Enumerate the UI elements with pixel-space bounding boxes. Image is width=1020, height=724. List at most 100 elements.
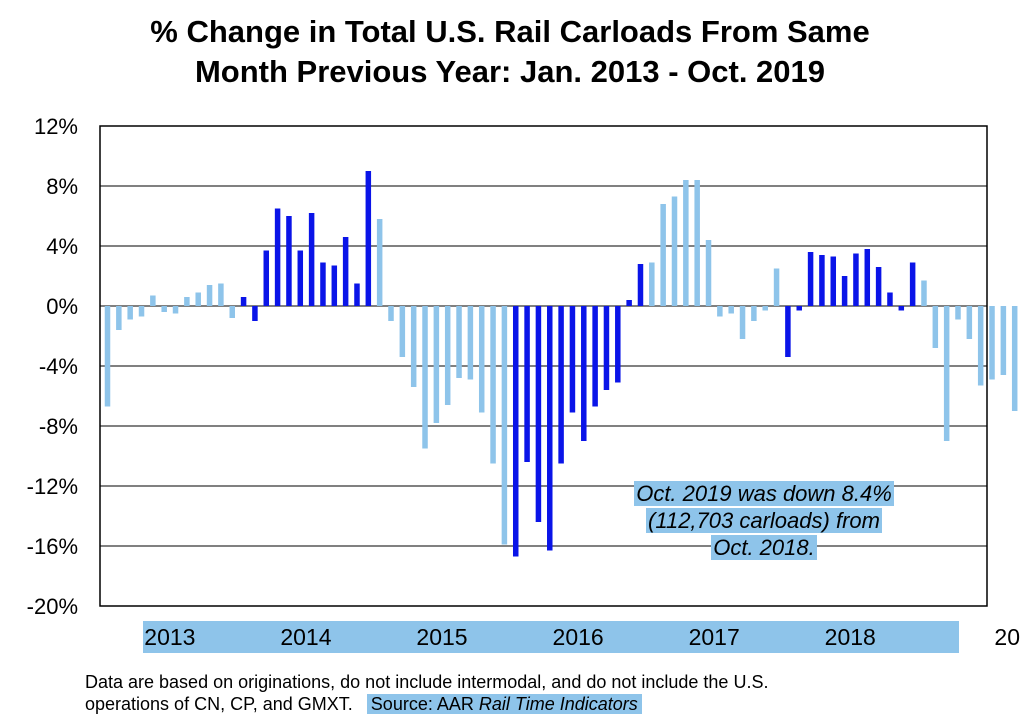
bar (354, 283, 360, 306)
bar (909, 262, 916, 306)
bar (490, 306, 496, 464)
bar (263, 250, 270, 306)
y-tick-label: -20% (27, 594, 78, 619)
year-axis-strip: 2013 2014 2015 2016 2017 2018 2019 (143, 621, 1020, 653)
y-tick-label: 0% (46, 294, 78, 319)
bar (875, 267, 882, 306)
source-label: Source: AAR Rail Time Indicators (366, 694, 642, 714)
bar (320, 262, 326, 306)
bar (785, 306, 791, 357)
y-tick-label: -16% (27, 534, 78, 559)
bar (581, 306, 587, 441)
bar (921, 280, 927, 306)
bar (932, 306, 939, 348)
bar (342, 237, 349, 306)
y-axis-ticks: 12% 8% 4% 0% -4% -8% -12% -16% -20% (27, 114, 78, 619)
bar (172, 306, 179, 314)
footnote-line-2: operations of CN, CP, and GMXT. (85, 694, 353, 714)
bar (864, 249, 871, 306)
bar (649, 262, 655, 306)
bar (365, 171, 372, 306)
bar (524, 306, 530, 462)
bar (218, 283, 224, 306)
y-tick-label: -4% (39, 354, 78, 379)
bar (728, 306, 734, 314)
bar (547, 306, 553, 551)
chart-title-line-1: % Change in Total U.S. Rail Carloads Fro… (150, 14, 870, 49)
bar (195, 292, 201, 306)
annotation-line-1: Oct. 2019 was down 8.4% (634, 481, 894, 506)
footnote-line-1: Data are based on originations, do not i… (85, 672, 769, 692)
bar (705, 240, 712, 306)
bar (150, 295, 156, 306)
bar (683, 180, 689, 306)
bar (615, 306, 621, 383)
bar (773, 268, 780, 306)
bar (603, 306, 610, 390)
bar (569, 306, 576, 413)
bar (388, 306, 394, 321)
bar (286, 216, 292, 306)
year-label: 2014 (280, 624, 332, 650)
year-label: 2015 (416, 624, 468, 650)
bar (456, 306, 462, 378)
bar (308, 213, 315, 306)
year-label: 2013 (144, 624, 196, 650)
bar (717, 306, 723, 317)
chart-title-line-2: Month Previous Year: Jan. 2013 - Oct. 20… (194, 54, 826, 89)
bar (399, 306, 406, 357)
source-italic: Rail Time Indicators (478, 694, 638, 714)
bar (331, 265, 338, 306)
bar (694, 180, 700, 306)
bar (660, 204, 666, 306)
bar (819, 255, 825, 306)
bar (376, 219, 383, 306)
bar (1000, 306, 1007, 375)
bar (410, 306, 417, 387)
annotation-line-3: Oct. 2018. (711, 535, 817, 560)
y-tick-label: 8% (46, 174, 78, 199)
bar (467, 306, 474, 380)
bar (184, 297, 190, 306)
bar (206, 285, 213, 306)
bar (229, 306, 235, 318)
bar (161, 306, 167, 312)
bar (626, 300, 632, 306)
bar (671, 196, 678, 306)
y-tick-label: 4% (46, 234, 78, 259)
bar (104, 306, 111, 407)
bar (977, 306, 984, 386)
plot-frame (99, 125, 988, 607)
bar (138, 306, 145, 317)
annotation-line-2: (112,703 carloads) from (646, 508, 882, 533)
bar (252, 306, 258, 321)
bar (592, 306, 598, 407)
bar (512, 306, 519, 557)
y-tick-label: -12% (27, 474, 78, 499)
bar (807, 252, 814, 306)
footnote: Data are based on originations, do not i… (85, 671, 768, 715)
source-prefix: Source: AAR (370, 694, 479, 714)
bar (966, 306, 973, 339)
bar (898, 306, 905, 311)
bar (297, 250, 304, 306)
bar (501, 306, 508, 545)
bar (637, 264, 644, 306)
bar (558, 306, 564, 464)
bar (796, 306, 802, 311)
bar (127, 306, 133, 320)
bar (989, 306, 995, 380)
bar (830, 256, 837, 306)
y-tick-label: 12% (34, 114, 78, 139)
bar (841, 276, 848, 306)
year-label: 2018 (824, 624, 876, 650)
bar (762, 306, 768, 311)
bar (478, 306, 485, 413)
bar (1011, 306, 1018, 411)
bar (751, 306, 757, 321)
bar (739, 306, 746, 339)
bar (853, 253, 859, 306)
bar (240, 297, 247, 306)
bar (116, 306, 122, 330)
